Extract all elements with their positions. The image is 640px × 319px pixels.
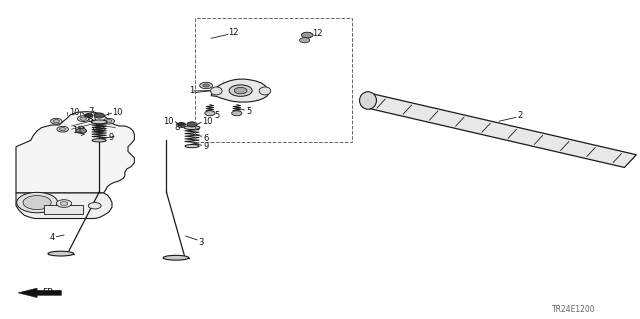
Circle shape [178,122,186,126]
Circle shape [17,192,58,213]
Circle shape [23,196,51,210]
Circle shape [56,200,72,207]
Bar [44,205,83,214]
Text: 8: 8 [174,123,179,132]
Circle shape [96,128,102,131]
Text: 10: 10 [202,117,212,126]
Text: 9: 9 [109,133,114,142]
Circle shape [84,114,91,117]
Text: 10: 10 [112,108,122,117]
Circle shape [301,32,313,38]
Circle shape [187,122,197,127]
Ellipse shape [163,255,189,260]
Text: 2: 2 [517,111,522,120]
Circle shape [106,120,112,123]
Ellipse shape [211,87,222,95]
Circle shape [229,85,252,96]
Polygon shape [18,288,61,298]
Text: 12: 12 [228,28,238,37]
Circle shape [60,128,66,131]
Ellipse shape [259,87,271,95]
Circle shape [203,84,209,87]
Circle shape [53,120,60,123]
Polygon shape [362,94,636,167]
Circle shape [77,116,89,122]
Polygon shape [16,193,112,219]
Circle shape [88,203,101,209]
Circle shape [51,118,62,124]
Text: 5: 5 [214,111,220,120]
Text: 12: 12 [312,29,323,38]
Text: FR.: FR. [42,288,56,297]
Bar [195,18,352,142]
Text: 5: 5 [246,107,252,116]
Text: 4: 4 [50,233,55,242]
Ellipse shape [360,92,376,109]
Polygon shape [16,112,134,193]
Text: TR24E1200: TR24E1200 [552,305,595,314]
Text: 3: 3 [198,238,204,247]
Text: 10: 10 [163,117,173,126]
Circle shape [177,123,184,126]
Ellipse shape [184,126,200,130]
Text: 10: 10 [69,108,79,117]
Ellipse shape [185,145,199,148]
Ellipse shape [92,120,108,124]
Text: 8: 8 [87,115,92,124]
Circle shape [85,114,93,117]
Circle shape [93,126,105,132]
Circle shape [200,82,212,89]
Circle shape [103,118,115,124]
Polygon shape [211,79,269,102]
Circle shape [300,38,310,43]
Text: 7: 7 [88,107,93,115]
Text: 6: 6 [204,134,209,143]
Circle shape [60,202,68,205]
Circle shape [80,117,86,120]
Text: 1: 1 [189,86,195,95]
Ellipse shape [92,139,106,142]
Circle shape [232,111,242,116]
Text: 11: 11 [72,126,82,135]
Circle shape [76,128,86,133]
Text: 9: 9 [204,142,209,151]
Circle shape [57,126,68,132]
Circle shape [205,111,215,116]
Circle shape [234,87,247,94]
Ellipse shape [48,251,74,256]
Circle shape [94,113,104,118]
